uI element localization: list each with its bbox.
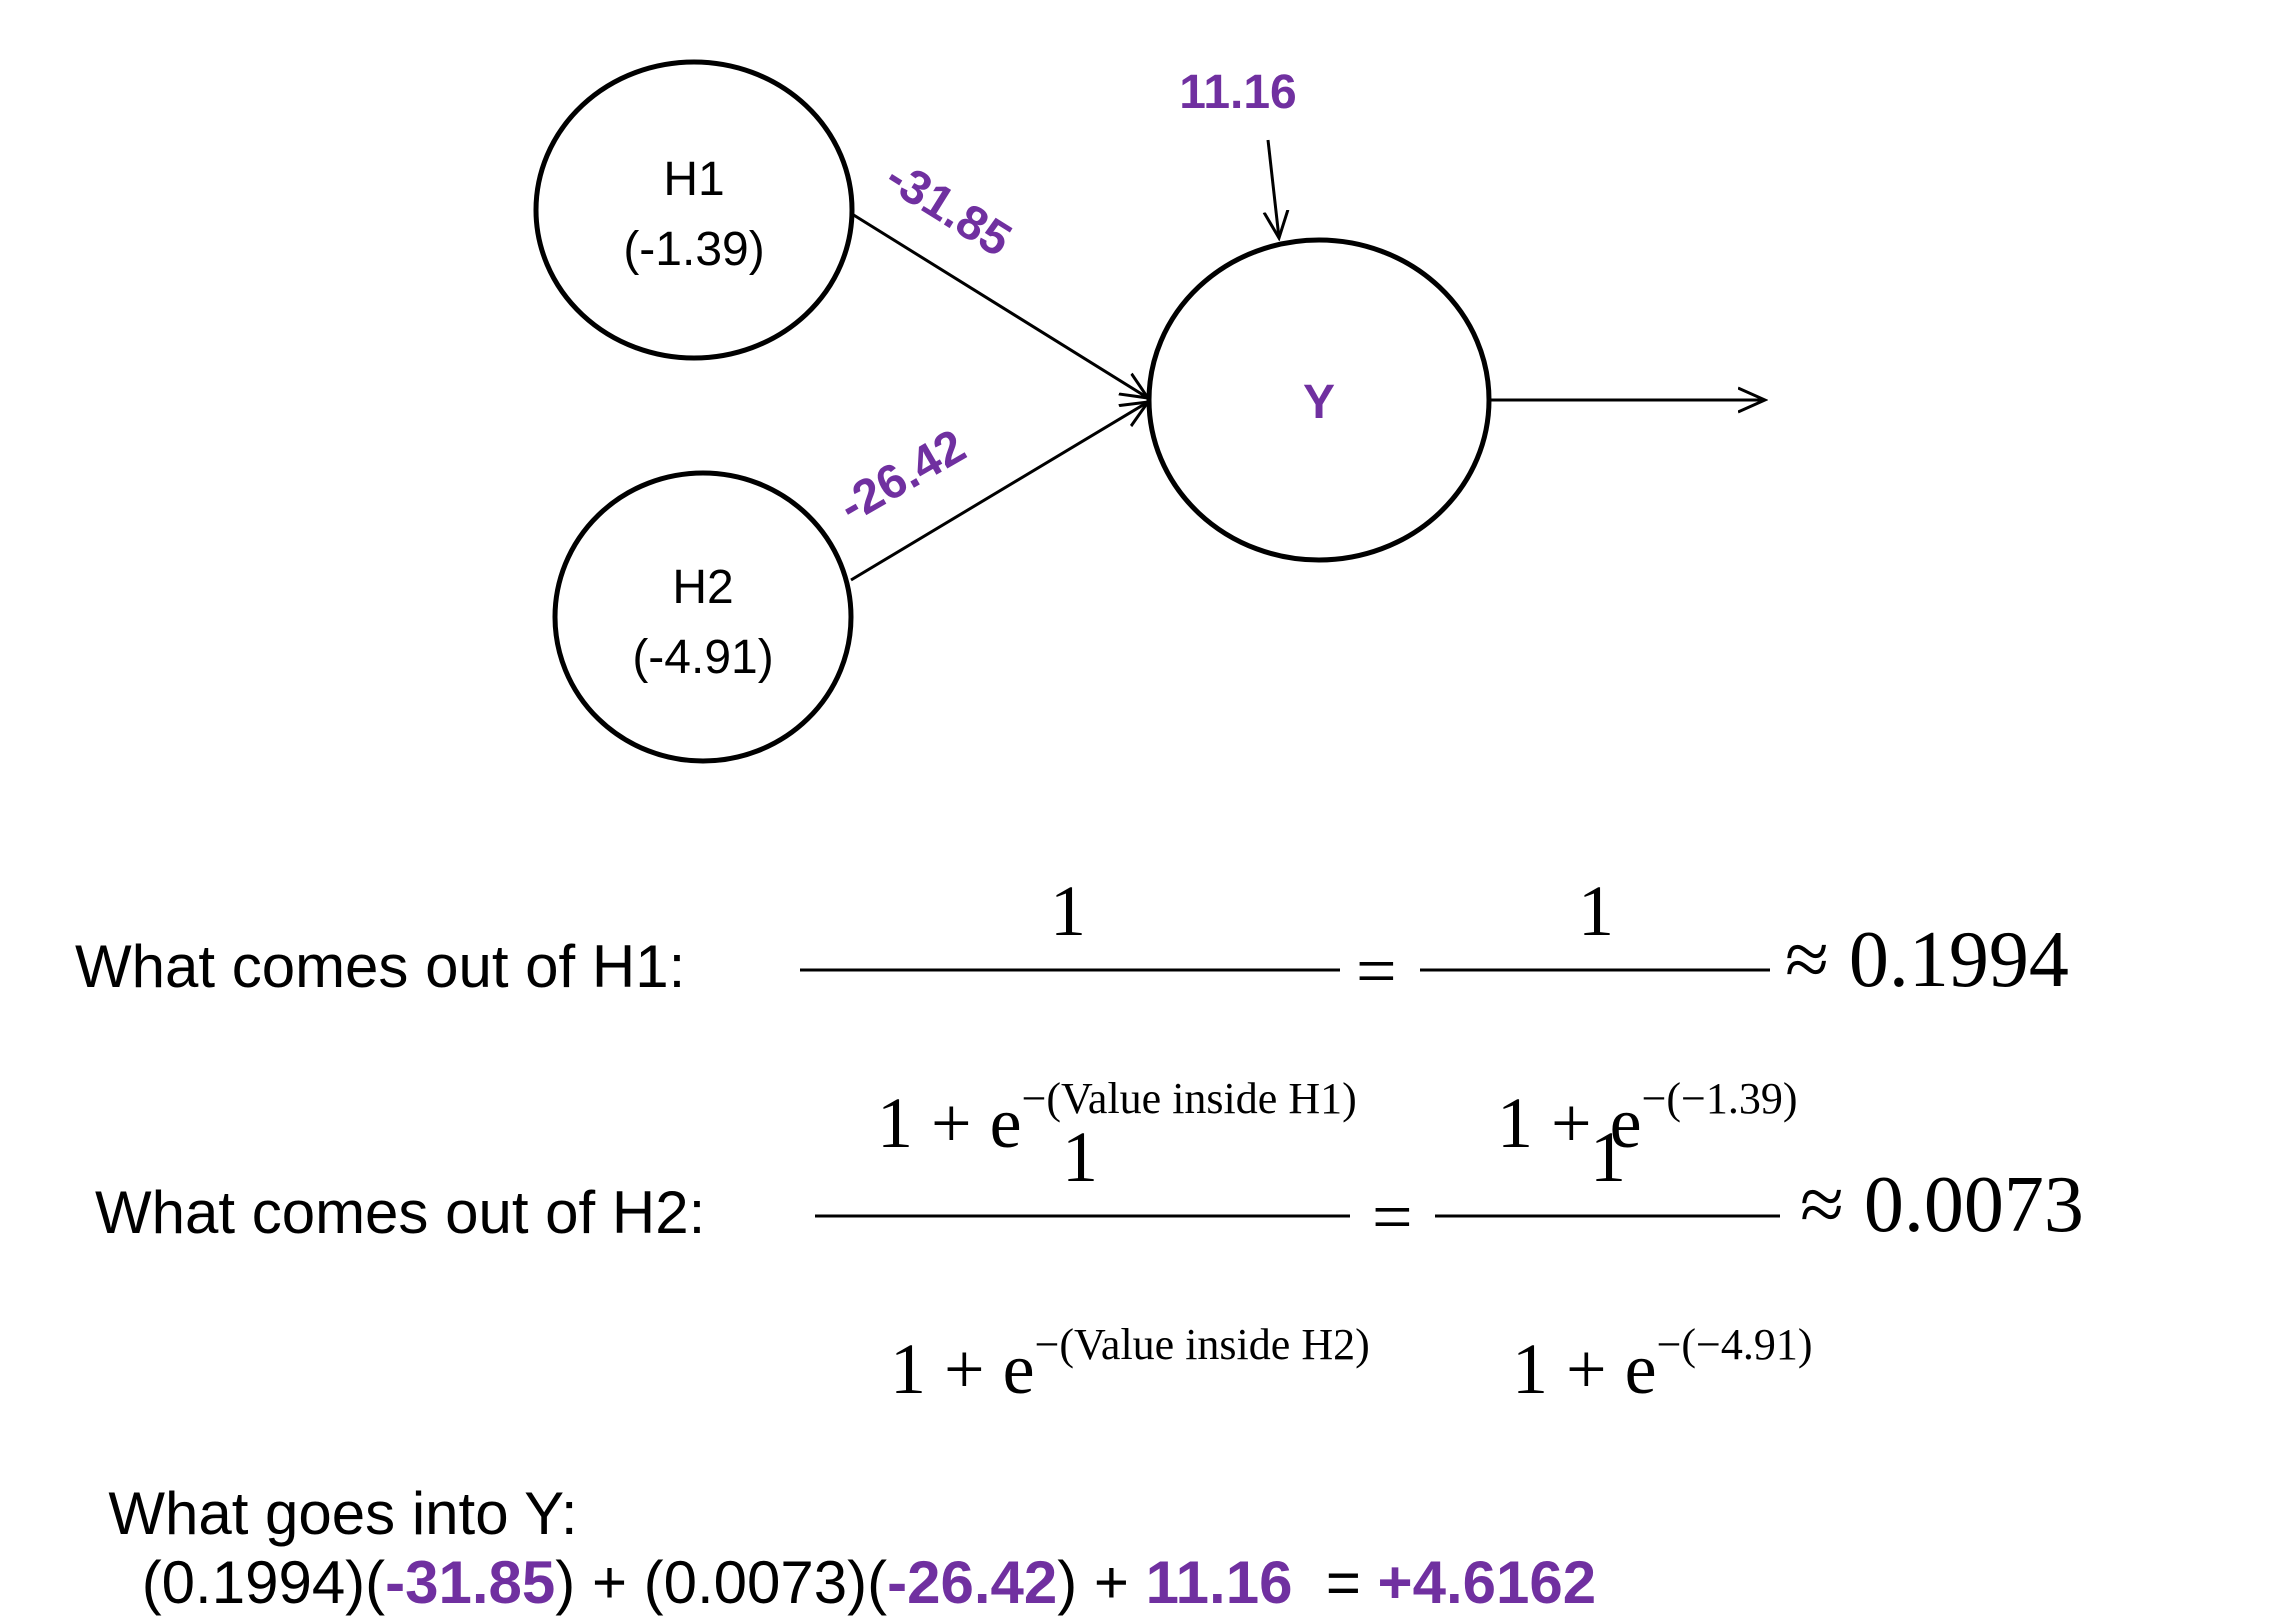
equation-h2-value-base: 1 + e	[1512, 1329, 1657, 1409]
equation-h2-approx: ≈ 0.0073	[1800, 1161, 2084, 1249]
equation-y-weight-h2: -26.42	[887, 1549, 1058, 1616]
equation-h1-value-base: 1 + e	[1497, 1083, 1642, 1163]
node-h1-value: (-1.39)	[623, 223, 764, 276]
equation-y-result: +4.6162	[1377, 1549, 1597, 1616]
equation-y-label: What goes into Y:	[108, 1480, 578, 1547]
equation-h1-generic-base: 1 + e	[877, 1083, 1022, 1163]
equation-h2-label: What comes out of H2:	[95, 1179, 706, 1246]
node-h1-name: H1	[663, 153, 724, 206]
node-h2-value: (-4.91)	[632, 631, 773, 684]
equation-y-term1-open: (0.1994)(	[141, 1549, 386, 1616]
equation-h2-generic-denominator: 1 + e−(Value inside H2)	[818, 1236, 1370, 1494]
equation-h1-value-numerator: 1	[1578, 871, 1614, 951]
equation-y-plus: ) +	[1057, 1549, 1146, 1616]
node-h2: H2 (-4.91)	[552, 470, 854, 764]
equation-y-term2-open: ) + (0.0073)(	[555, 1549, 888, 1616]
equation-h2-generic-base: 1 + e	[890, 1329, 1035, 1409]
equation-h1-generic-numerator: 1	[1050, 871, 1086, 951]
weight-h2-to-y: -26.42	[830, 420, 974, 534]
equation-h1-generic-denominator: 1 + e−(Value inside H1)	[805, 990, 1357, 1248]
node-y-name: Y	[1303, 376, 1335, 429]
node-y: Y	[1146, 237, 1492, 563]
equation-h2-value-denominator: 1 + e−(−4.91)	[1440, 1236, 1813, 1494]
equation-h1-equals: =	[1356, 931, 1397, 1011]
network-diagram: H1 (-1.39) H2 (-4.91) Y -31.85 -26.42 11…	[533, 59, 1780, 1218]
equation-h1-value-denominator: 1 + e−(−1.39)	[1425, 990, 1798, 1248]
edge-h2-to-y	[850, 402, 1148, 582]
equation-h2-generic-numerator: 1	[1062, 1117, 1098, 1197]
edge-bias-to-y	[1268, 139, 1279, 238]
equation-h1-approx: ≈ 0.1994	[1785, 916, 2069, 1004]
equation-y-bias: 11.16	[1145, 1549, 1293, 1616]
equation-h2-equals: =	[1372, 1177, 1413, 1257]
node-h1: H1 (-1.39)	[533, 59, 855, 361]
equation-h2-generic-exponent: −(Value inside H2)	[1034, 1320, 1370, 1369]
equation-h1-value-exponent: −(−1.39)	[1641, 1074, 1798, 1123]
node-y-circle	[1146, 237, 1492, 563]
node-h2-name: H2	[672, 561, 733, 614]
equation-y-gap	[1292, 1549, 1325, 1616]
node-h2-circle	[552, 470, 854, 764]
node-h1-circle	[533, 59, 855, 361]
equation-y-equals: =	[1325, 1549, 1361, 1616]
equation-h2-value-exponent: −(−4.91)	[1656, 1320, 1813, 1369]
equation-y: What goes into Y: (0.1994)(-31.85) + (0.…	[75, 1410, 1596, 1617]
equation-h1-label: What comes out of H1:	[75, 933, 686, 1000]
edge-h1-to-y	[851, 212, 1148, 398]
equation-y-gap2	[1361, 1549, 1378, 1616]
equation-y-spacer	[108, 1549, 141, 1616]
weight-h1-to-y: -31.85	[876, 150, 1020, 267]
equation-h2-value-numerator: 1	[1590, 1117, 1626, 1197]
equation-y-weight-h1: -31.85	[385, 1549, 556, 1616]
bias-y: 11.16	[1179, 66, 1296, 119]
equation-h1-generic-exponent: −(Value inside H1)	[1021, 1074, 1357, 1123]
